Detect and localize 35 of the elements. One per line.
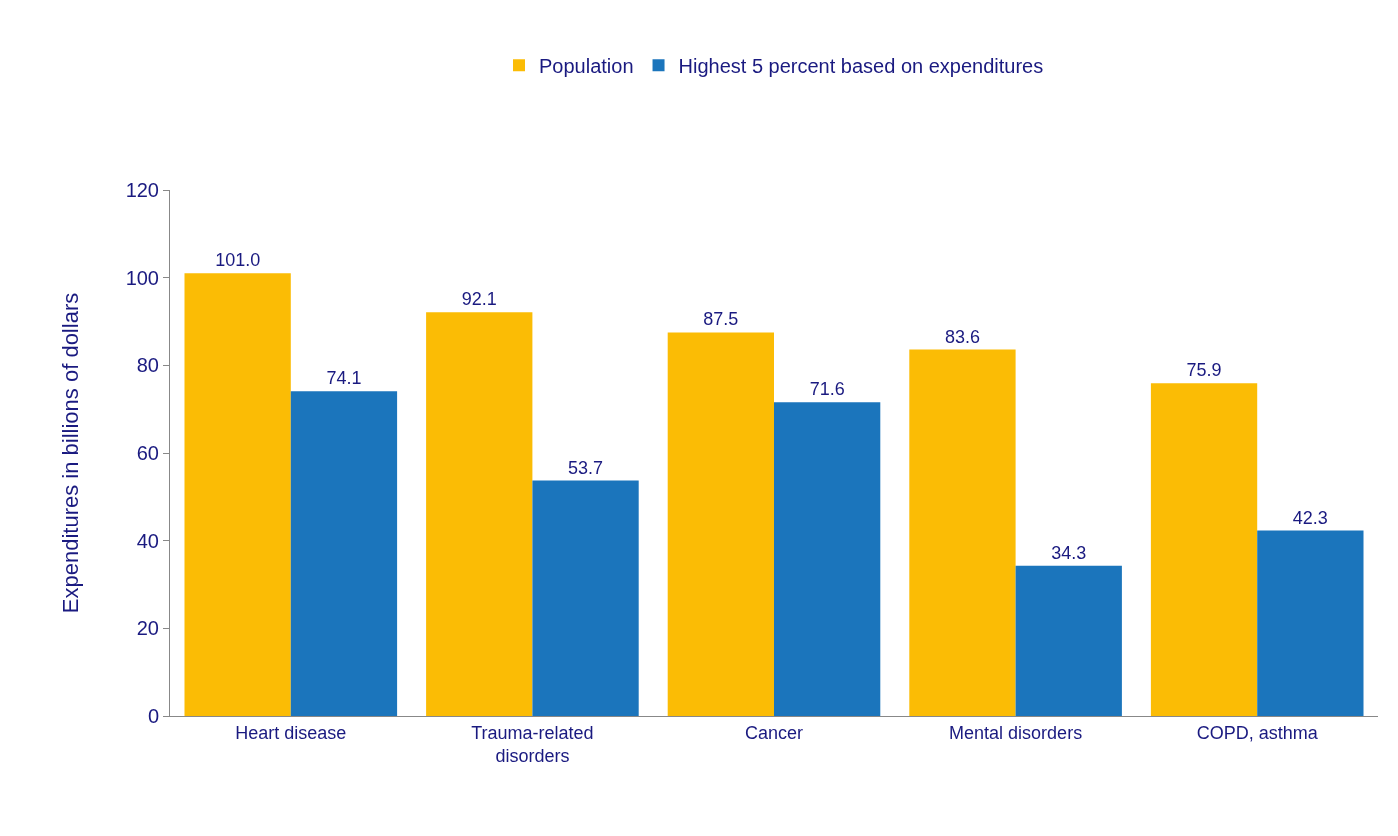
y-tick-label: 120: [125, 179, 159, 201]
bar: [184, 273, 291, 716]
data-label: 101.0: [215, 250, 261, 271]
bar: [1257, 530, 1364, 716]
bar: [909, 349, 1016, 716]
x-tick-label: COPD, asthma: [1196, 722, 1319, 743]
y-tick-label: 100: [125, 266, 159, 289]
data-label: 71.6: [809, 379, 845, 400]
x-tick-label: Heart disease: [235, 722, 347, 743]
data-label: 87.5: [703, 309, 739, 330]
y-tick-label: 0: [147, 705, 159, 727]
x-tick-label: Cancer: [744, 722, 804, 743]
data-label: 83.6: [944, 326, 980, 347]
bar: [426, 312, 533, 716]
bar: [1015, 565, 1122, 716]
bar: [532, 480, 639, 716]
data-label: 74.1: [326, 368, 362, 389]
data-label: 92.1: [461, 289, 497, 310]
bar: [290, 391, 398, 716]
bar: [1150, 383, 1258, 716]
bar: [667, 332, 774, 716]
data-label: 75.9: [1186, 360, 1222, 381]
x-tick-label: Mental disorders: [949, 722, 1083, 743]
data-label: 34.3: [1051, 542, 1087, 563]
y-tick-label: 60: [136, 442, 159, 464]
y-axis-title: Expenditures in billions of dollars: [58, 292, 84, 614]
legend-label: Population: [539, 55, 634, 78]
y-tick-label: 40: [136, 529, 159, 552]
data-label: 42.3: [1292, 507, 1328, 528]
data-label: 53.7: [568, 457, 604, 478]
x-tick-label: Trauma-related disorders: [471, 722, 594, 766]
y-tick-label: 20: [136, 617, 159, 640]
bar: [774, 402, 881, 716]
legend-label: Highest 5 percent based on expenditures: [678, 55, 1044, 78]
y-tick-label: 80: [136, 354, 159, 377]
